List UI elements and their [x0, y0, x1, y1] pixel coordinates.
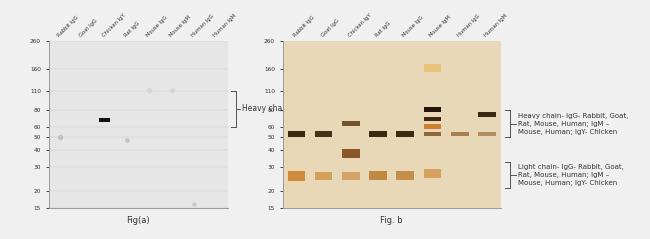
- Text: Light chain- IgG- Rabbit, Goat,
Rat, Mouse, Human; IgM –
Mouse, Human; IgY- Chic: Light chain- IgG- Rabbit, Goat, Rat, Mou…: [518, 164, 624, 186]
- Bar: [287, 131, 306, 137]
- Bar: [424, 132, 441, 136]
- Bar: [451, 132, 469, 136]
- Text: Fig(a): Fig(a): [126, 216, 150, 225]
- Text: Heavy chain- IgG- Rabbit, Goat,
Rat, Mouse, Human; IgM –
Mouse, Human; IgY- Chic: Heavy chain- IgG- Rabbit, Goat, Rat, Mou…: [518, 113, 629, 135]
- Text: Chicken IgY: Chicken IgY: [347, 13, 372, 38]
- Text: Mouse IgG: Mouse IgG: [402, 15, 424, 38]
- Text: Human IgG: Human IgG: [190, 14, 215, 38]
- Bar: [424, 64, 441, 72]
- Bar: [342, 121, 359, 126]
- Bar: [424, 107, 441, 112]
- Text: Rat IgG: Rat IgG: [374, 21, 392, 38]
- Text: Mouse IgM: Mouse IgM: [168, 15, 192, 38]
- Bar: [369, 131, 387, 137]
- Bar: [424, 117, 441, 121]
- Text: Heavy chain- IgY- Chicken: Heavy chain- IgY- Chicken: [242, 104, 341, 113]
- Text: Chicken IgY: Chicken IgY: [101, 13, 126, 38]
- Bar: [424, 124, 441, 129]
- Text: Rabbit IgG: Rabbit IgG: [57, 15, 79, 38]
- Bar: [478, 112, 496, 117]
- Text: Human IgG: Human IgG: [456, 14, 480, 38]
- Text: Mouse IgM: Mouse IgM: [429, 15, 452, 38]
- Bar: [315, 131, 332, 137]
- Text: Mouse IgG: Mouse IgG: [146, 15, 169, 38]
- Bar: [396, 171, 414, 180]
- Text: Fig. b: Fig. b: [380, 216, 403, 225]
- Text: Rabbit IgG: Rabbit IgG: [292, 15, 316, 38]
- Bar: [478, 132, 496, 136]
- Text: Goat IgG: Goat IgG: [320, 18, 340, 38]
- Bar: [424, 169, 441, 178]
- Bar: [99, 118, 110, 122]
- Text: Human IgM: Human IgM: [484, 13, 508, 38]
- Bar: [315, 172, 332, 180]
- Text: Human IgM: Human IgM: [213, 13, 238, 38]
- Bar: [342, 172, 359, 180]
- Bar: [396, 131, 414, 137]
- Bar: [287, 171, 306, 181]
- Bar: [342, 149, 359, 158]
- Bar: [369, 171, 387, 180]
- Text: Goat IgG: Goat IgG: [79, 18, 99, 38]
- Text: Rat IgG: Rat IgG: [124, 21, 140, 38]
